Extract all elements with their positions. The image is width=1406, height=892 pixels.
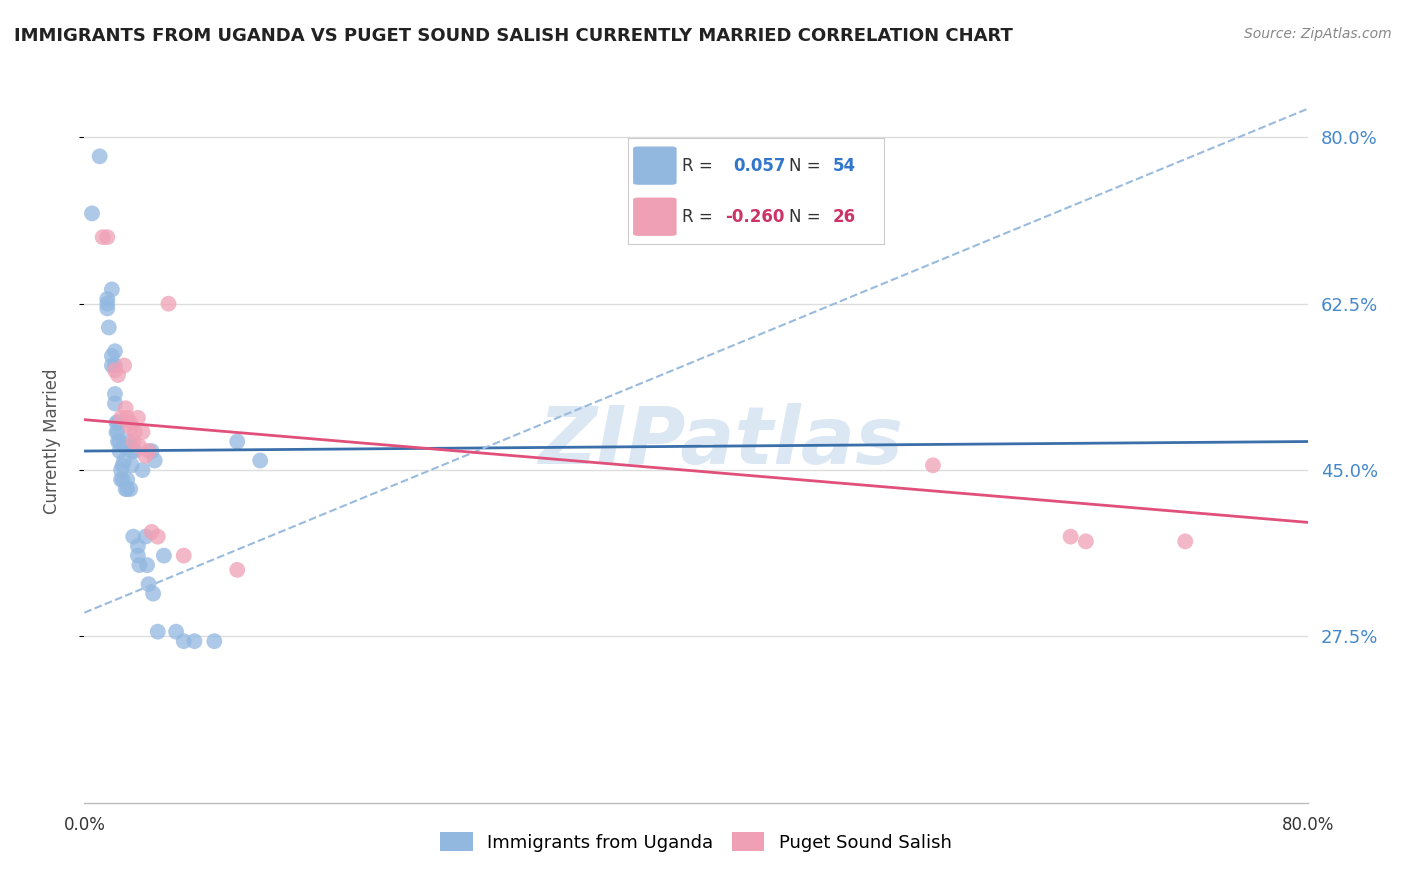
Point	[104, 344, 127, 359]
Point	[112, 453, 135, 467]
Point	[89, 149, 111, 163]
Point	[226, 563, 249, 577]
Point	[121, 458, 143, 473]
Point	[96, 292, 118, 306]
Point	[101, 282, 124, 296]
Point	[138, 444, 160, 458]
Point	[115, 482, 138, 496]
Point	[127, 410, 149, 425]
Point	[127, 539, 149, 553]
Point	[111, 458, 134, 473]
Point	[1174, 534, 1197, 549]
Point	[112, 439, 135, 453]
Point	[104, 359, 127, 373]
Point	[124, 425, 146, 439]
Point	[104, 387, 127, 401]
Point	[114, 401, 136, 416]
Point	[226, 434, 249, 449]
Point	[110, 473, 132, 487]
Point	[112, 359, 135, 373]
Point	[173, 549, 195, 563]
Point	[131, 463, 153, 477]
Point	[141, 444, 163, 458]
Point	[91, 230, 114, 244]
Point	[110, 463, 132, 477]
Point	[104, 363, 127, 377]
Point	[108, 444, 131, 458]
Text: 26: 26	[832, 208, 856, 226]
Point	[114, 482, 136, 496]
Point	[120, 420, 142, 434]
Point	[110, 410, 132, 425]
Point	[153, 549, 176, 563]
Text: R =: R =	[682, 157, 713, 175]
Point	[131, 425, 153, 439]
Point	[120, 439, 142, 453]
Point	[138, 577, 160, 591]
Y-axis label: Currently Married: Currently Married	[42, 368, 60, 515]
Point	[108, 434, 131, 449]
Point	[136, 558, 159, 573]
Point	[922, 458, 945, 473]
Point	[107, 434, 129, 449]
Point	[80, 206, 103, 220]
Point	[121, 444, 143, 458]
Text: 54: 54	[832, 157, 856, 175]
Point	[173, 634, 195, 648]
Point	[115, 410, 138, 425]
Point	[122, 530, 145, 544]
Point	[146, 624, 169, 639]
Point	[128, 439, 150, 453]
Text: N =: N =	[789, 208, 821, 226]
FancyBboxPatch shape	[633, 197, 676, 235]
Point	[141, 524, 163, 539]
Point	[135, 530, 157, 544]
Point	[142, 587, 165, 601]
Text: IMMIGRANTS FROM UGANDA VS PUGET SOUND SALISH CURRENTLY MARRIED CORRELATION CHART: IMMIGRANTS FROM UGANDA VS PUGET SOUND SA…	[14, 27, 1012, 45]
Point	[96, 296, 118, 310]
Legend: Immigrants from Uganda, Puget Sound Salish: Immigrants from Uganda, Puget Sound Sali…	[433, 825, 959, 859]
Point	[97, 320, 120, 334]
Point	[122, 434, 145, 449]
Point	[165, 624, 187, 639]
Point	[120, 482, 142, 496]
Text: N =: N =	[789, 157, 821, 175]
Point	[107, 416, 129, 430]
Point	[115, 473, 138, 487]
Point	[105, 425, 128, 439]
Text: ZIPatlas: ZIPatlas	[538, 402, 903, 481]
FancyBboxPatch shape	[633, 146, 676, 185]
Point	[146, 530, 169, 544]
Point	[101, 359, 124, 373]
Text: R =: R =	[682, 208, 713, 226]
Point	[107, 368, 129, 382]
Text: Source: ZipAtlas.com: Source: ZipAtlas.com	[1244, 27, 1392, 41]
Point	[202, 634, 225, 648]
Point	[1074, 534, 1097, 549]
Point	[127, 549, 149, 563]
Point	[96, 301, 118, 316]
Point	[157, 296, 180, 310]
Point	[143, 453, 166, 467]
Point	[104, 396, 127, 410]
Text: -0.260: -0.260	[725, 208, 785, 226]
Point	[111, 473, 134, 487]
Point	[183, 634, 205, 648]
Point	[105, 416, 128, 430]
Point	[118, 434, 141, 449]
Point	[96, 230, 118, 244]
Point	[135, 449, 157, 463]
Point	[249, 453, 271, 467]
Point	[124, 444, 146, 458]
Point	[128, 558, 150, 573]
Text: 0.057: 0.057	[733, 157, 786, 175]
Point	[120, 416, 142, 430]
Point	[107, 425, 129, 439]
Point	[1059, 530, 1081, 544]
Point	[101, 349, 124, 363]
